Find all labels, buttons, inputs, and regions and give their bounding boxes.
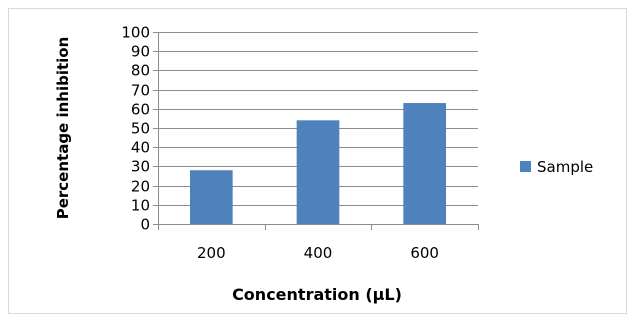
axes — [158, 32, 479, 230]
y-tick-label-70: 70 — [131, 82, 150, 100]
legend-swatch — [520, 161, 531, 172]
y-tick-label-10: 10 — [131, 197, 150, 215]
bar-600 — [403, 103, 446, 224]
bar-400 — [296, 120, 340, 224]
y-axis-title: Percentage inhibition — [54, 37, 72, 220]
y-tick-label-90: 90 — [131, 43, 150, 61]
y-tick-label-100: 100 — [121, 24, 150, 42]
y-tick-label-40: 40 — [131, 139, 150, 157]
x-tick-labels: 200 400 600 — [197, 244, 439, 262]
x-tick-label-200: 200 — [197, 244, 226, 262]
bar-200 — [190, 170, 233, 224]
x-axis-title: Concentration (µL) — [232, 285, 402, 304]
bars — [190, 103, 446, 224]
x-tick-label-600: 600 — [410, 244, 439, 262]
y-tick-label-50: 50 — [131, 120, 150, 138]
x-tick-label-400: 400 — [304, 244, 333, 262]
legend: Sample — [520, 158, 593, 176]
y-tick-label-60: 60 — [131, 101, 150, 119]
y-tick-label-30: 30 — [131, 158, 150, 176]
y-tick-label-80: 80 — [131, 62, 150, 80]
y-tick-label-0: 0 — [140, 216, 150, 234]
legend-entry-sample: Sample — [537, 158, 593, 176]
y-tick-label-20: 20 — [131, 178, 150, 196]
